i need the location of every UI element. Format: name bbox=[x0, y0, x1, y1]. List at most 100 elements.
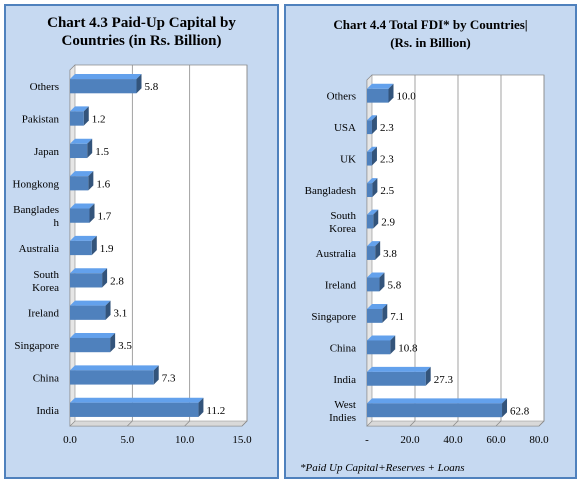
bar-top-face bbox=[367, 398, 508, 404]
category-label: South Korea bbox=[329, 210, 356, 235]
bar bbox=[367, 335, 396, 355]
chart-panel-paid-up-capital: Chart 4.3 Paid-Up Capital by Countries (… bbox=[4, 4, 279, 479]
category-label: Ireland bbox=[28, 308, 60, 320]
bar-front-face bbox=[70, 337, 111, 353]
bar-value-label: 7.3 bbox=[162, 372, 176, 384]
bar-value-label: 1.7 bbox=[97, 211, 111, 223]
bar-side-face bbox=[390, 335, 396, 355]
gridline bbox=[495, 75, 502, 427]
category-label-line: Ireland bbox=[28, 308, 60, 320]
category-label-line: UK bbox=[340, 154, 356, 166]
bar bbox=[70, 268, 108, 288]
bar-side-face bbox=[110, 332, 116, 353]
bar-front-face bbox=[367, 183, 373, 198]
gridline bbox=[184, 65, 191, 427]
bar-value-label: 10.8 bbox=[398, 342, 418, 354]
bar-side-face bbox=[198, 397, 204, 417]
category-label: Australia bbox=[316, 248, 356, 260]
bar-front-face bbox=[70, 111, 84, 126]
category-label: Japan bbox=[34, 146, 60, 158]
category-label: South Korea bbox=[32, 269, 59, 294]
bar-side-face bbox=[153, 365, 159, 385]
bar bbox=[367, 146, 377, 166]
bar-front-face bbox=[70, 143, 88, 159]
bar bbox=[367, 209, 379, 229]
category-label-line: South bbox=[330, 210, 356, 222]
chart-title: Chart 4.3 Paid-Up Capital by Countries (… bbox=[6, 14, 277, 50]
chart-footnote: *Paid Up Capital+Reserves + Loans bbox=[300, 462, 465, 474]
category-label-line: h bbox=[54, 217, 60, 229]
bar-top-face bbox=[367, 241, 381, 247]
bar bbox=[70, 138, 93, 159]
bar-side-face bbox=[91, 235, 97, 256]
bar-value-label: 2.9 bbox=[381, 217, 395, 229]
bar-side-face bbox=[136, 74, 142, 94]
category-label: Singapore bbox=[14, 340, 59, 352]
category-label-line: Ireland bbox=[325, 279, 357, 291]
bar bbox=[70, 235, 97, 256]
bar-front-face bbox=[70, 79, 137, 94]
bar-front-face bbox=[70, 370, 154, 385]
bar-top-face bbox=[70, 106, 89, 112]
category-label-line: India bbox=[333, 374, 356, 386]
bar bbox=[367, 398, 508, 418]
bar bbox=[70, 74, 142, 94]
category-label: UK bbox=[340, 154, 356, 166]
bar-value-label: 11.2 bbox=[206, 405, 225, 417]
category-label-line: China bbox=[33, 372, 59, 384]
x-tick-label: 15.0 bbox=[232, 434, 252, 446]
bar-front-face bbox=[367, 277, 380, 292]
bar-value-label: 62.8 bbox=[510, 405, 530, 417]
bar-value-label: 3.5 bbox=[118, 340, 132, 352]
category-label: India bbox=[36, 405, 59, 417]
category-label: Ireland bbox=[325, 279, 357, 291]
category-label: Pakistan bbox=[22, 114, 60, 126]
bar-top-face bbox=[70, 203, 95, 209]
category-label-line: Hongkong bbox=[13, 178, 60, 190]
bar bbox=[70, 106, 89, 126]
bar-value-label: 3.8 bbox=[383, 248, 397, 260]
category-label-line: USA bbox=[334, 122, 356, 134]
bar-side-face bbox=[88, 171, 94, 191]
bar-top-face bbox=[367, 366, 431, 372]
category-label-line: Australia bbox=[316, 248, 356, 260]
gridline bbox=[538, 75, 545, 427]
bar-side-face bbox=[371, 146, 377, 166]
category-label-line: West bbox=[334, 399, 356, 411]
bar-front-face bbox=[367, 120, 372, 135]
bar-top-face bbox=[367, 303, 388, 309]
bar-chart-total-fdi: - 20.0 40.0 60.0 80.0 10.0 Others 2.3 USA 2.3 UK 2.… bbox=[305, 74, 549, 446]
bar bbox=[367, 115, 377, 135]
bar bbox=[70, 397, 204, 417]
gridline bbox=[409, 75, 416, 427]
category-label-line: India bbox=[36, 405, 59, 417]
bar-value-label: 2.3 bbox=[380, 122, 394, 134]
x-tick-label: - bbox=[365, 434, 369, 446]
bar bbox=[367, 366, 431, 386]
bar-value-label: 5.8 bbox=[387, 279, 401, 291]
category-label-line: Others bbox=[30, 81, 59, 93]
bar bbox=[70, 171, 94, 191]
category-label: Others bbox=[327, 91, 356, 103]
bar-top-face bbox=[70, 300, 111, 306]
x-tick-label: 5.0 bbox=[120, 434, 134, 446]
bar-front-face bbox=[70, 273, 103, 288]
category-label: India bbox=[333, 374, 356, 386]
bar-front-face bbox=[367, 88, 389, 103]
bar-top-face bbox=[367, 146, 377, 152]
category-label-line: Indies bbox=[329, 412, 356, 424]
bar-side-face bbox=[372, 178, 378, 198]
bar-side-face bbox=[373, 209, 379, 229]
bar-value-label: 1.9 bbox=[100, 243, 114, 255]
category-label-line: Pakistan bbox=[22, 114, 60, 126]
bar-value-label: 2.3 bbox=[380, 154, 394, 166]
bar-value-label: 27.3 bbox=[434, 374, 454, 386]
bar-side-face bbox=[502, 398, 508, 418]
bar-front-face bbox=[70, 305, 106, 320]
category-label-line: China bbox=[330, 342, 356, 354]
bar bbox=[70, 332, 116, 353]
bar bbox=[70, 365, 159, 385]
bar bbox=[70, 300, 111, 320]
bar bbox=[367, 83, 394, 103]
